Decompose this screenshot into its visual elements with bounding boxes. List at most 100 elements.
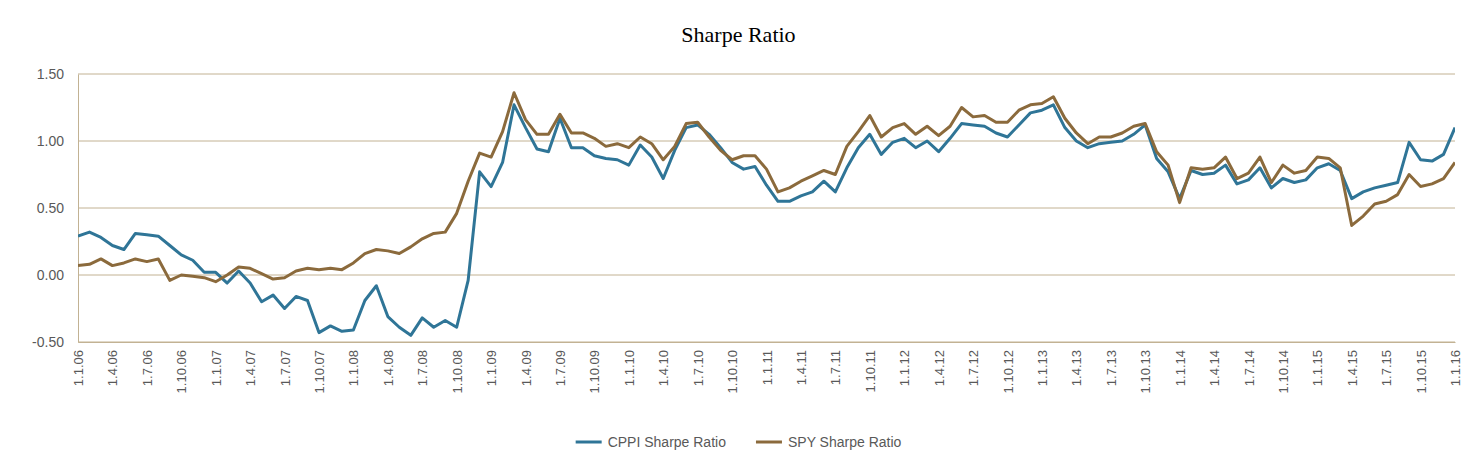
x-tick-label: 1.10.09 — [587, 350, 602, 393]
x-tick-label: 1.7.14 — [1242, 350, 1257, 386]
x-tick-label: 1.7.15 — [1379, 350, 1394, 386]
x-tick: 1.7.14 — [1242, 342, 1257, 386]
x-tick: 1.4.10 — [656, 342, 671, 386]
x-tick: 1.7.06 — [140, 342, 155, 386]
x-tick: 1.10.10 — [725, 342, 740, 393]
x-tick-label: 1.1.09 — [484, 350, 499, 386]
x-tick: 1.10.15 — [1414, 342, 1429, 393]
x-tick-label: 1.10.06 — [174, 350, 189, 393]
x-axis-line — [79, 342, 1456, 343]
x-tick: 1.4.14 — [1207, 342, 1222, 386]
grid-line — [78, 275, 1455, 276]
title: Sharpe Ratio — [681, 22, 795, 47]
x-tick-label: 1.4.12 — [932, 350, 947, 386]
x-tick: 1.1.12 — [897, 342, 912, 386]
x-tick: 1.1.15 — [1310, 342, 1325, 386]
x-tick: 1.7.07 — [278, 342, 293, 386]
legend-item: SPY Sharpe Ratio — [756, 434, 902, 450]
x-tick: 1.1.13 — [1035, 342, 1050, 386]
x-tick: 1.10.07 — [312, 342, 327, 393]
x-tick: 1.7.13 — [1104, 342, 1119, 386]
y-tick-label: -0.50 — [32, 334, 64, 350]
x-tick: 1.7.10 — [691, 342, 706, 386]
x-tick-label: 1.7.08 — [415, 350, 430, 386]
x-tick: 1.4.09 — [519, 342, 534, 386]
y-tick-label: 0.00 — [37, 267, 64, 283]
x-tick: 1.7.11 — [828, 342, 843, 385]
y-tick: 0.00 — [37, 267, 78, 283]
x-tick: 1.1.11 — [760, 342, 775, 385]
x-tick: 1.10.13 — [1138, 342, 1153, 393]
grid-line — [78, 208, 1455, 209]
grid-line — [78, 74, 1455, 75]
legend-swatch — [576, 441, 602, 444]
y-axis: -0.50 0.00 0.50 1.00 1.50 — [32, 66, 78, 350]
x-tick-label: 1.7.09 — [553, 350, 568, 386]
x-tick-label: 1.10.12 — [1001, 350, 1016, 393]
y-tick-label: 1.50 — [37, 66, 64, 82]
x-tick: 1.7.08 — [415, 342, 430, 386]
plot: -0.500.000.501.001.501.1.061.4.061.7.061… — [32, 66, 1463, 393]
x-tick-label: 1.1.16 — [1448, 350, 1463, 386]
x-tick-label: 1.7.11 — [828, 350, 843, 385]
x-tick-label: 1.4.06 — [105, 350, 120, 386]
x-tick-label: 1.1.12 — [897, 350, 912, 386]
series-line — [78, 105, 1455, 335]
x-tick: 1.4.08 — [381, 342, 396, 386]
x-tick: 1.7.09 — [553, 342, 568, 386]
x-axis: 1.1.06 1.4.06 1.7.06 1.10.06 1.1.07 1.4.07 1.7… — [71, 342, 1463, 393]
y-tick: 1.50 — [37, 66, 78, 82]
x-tick-label: 1.10.07 — [312, 350, 327, 393]
legend-label: CPPI Sharpe Ratio — [608, 434, 726, 450]
x-tick-label: 1.10.14 — [1276, 350, 1291, 393]
x-tick: 1.4.13 — [1069, 342, 1084, 386]
grid-line — [78, 141, 1455, 142]
y-tick: -0.50 — [32, 334, 78, 350]
grid — [78, 74, 1455, 342]
x-tick: 1.4.07 — [243, 342, 258, 386]
x-tick-label: 1.1.07 — [209, 350, 224, 386]
x-tick-label: 1.7.06 — [140, 350, 155, 386]
x-tick-label: 1.10.15 — [1414, 350, 1429, 393]
x-tick: 1.1.16 — [1448, 342, 1463, 386]
x-tick: 1.10.12 — [1001, 342, 1016, 393]
x-tick: 1.10.14 — [1276, 342, 1291, 393]
x-tick: 1.4.15 — [1345, 342, 1360, 386]
legend: CPPI Sharpe Ratio SPY Sharpe Ratio — [576, 434, 902, 450]
x-tick-label: 1.1.14 — [1173, 350, 1188, 386]
x-tick: 1.1.10 — [622, 342, 637, 386]
x-tick: 1.1.14 — [1173, 342, 1188, 386]
x-tick-label: 1.4.15 — [1345, 350, 1360, 386]
y-axis-line — [78, 75, 79, 343]
x-tick: 1.10.06 — [174, 342, 189, 393]
x-tick-label: 1.1.10 — [622, 350, 637, 386]
x-tick: 1.1.07 — [209, 342, 224, 386]
x-tick-label: 1.4.13 — [1069, 350, 1084, 386]
x-tick-label: 1.10.11 — [863, 350, 878, 392]
x-tick-label: 1.4.08 — [381, 350, 396, 386]
x-tick-label: 1.1.06 — [71, 350, 86, 386]
y-tick-label: 1.00 — [37, 133, 64, 149]
x-tick: 1.1.06 — [71, 342, 86, 386]
x-tick: 1.4.06 — [105, 342, 120, 386]
y-tick: 1.00 — [37, 133, 78, 149]
x-tick-label: 1.4.07 — [243, 350, 258, 386]
x-tick-label: 1.7.13 — [1104, 350, 1119, 386]
legend-label: SPY Sharpe Ratio — [788, 434, 902, 450]
y-tick-label: 0.50 — [37, 200, 64, 216]
x-tick: 1.7.15 — [1379, 342, 1394, 386]
x-tick-label: 1.10.13 — [1138, 350, 1153, 393]
legend-item: CPPI Sharpe Ratio — [576, 434, 726, 450]
x-tick: 1.10.08 — [450, 342, 465, 393]
series-line — [78, 93, 1455, 282]
x-tick-label: 1.4.09 — [519, 350, 534, 386]
y-tick: 0.50 — [37, 200, 78, 216]
x-tick-label: 1.1.13 — [1035, 350, 1050, 386]
x-tick: 1.10.11 — [863, 342, 878, 392]
x-tick-label: 1.4.11 — [794, 350, 809, 385]
x-tick-label: 1.10.08 — [450, 350, 465, 393]
x-tick: 1.10.09 — [587, 342, 602, 393]
x-tick-label: 1.1.15 — [1310, 350, 1325, 386]
x-tick: 1.4.12 — [932, 342, 947, 386]
x-tick-label: 1.7.10 — [691, 350, 706, 386]
